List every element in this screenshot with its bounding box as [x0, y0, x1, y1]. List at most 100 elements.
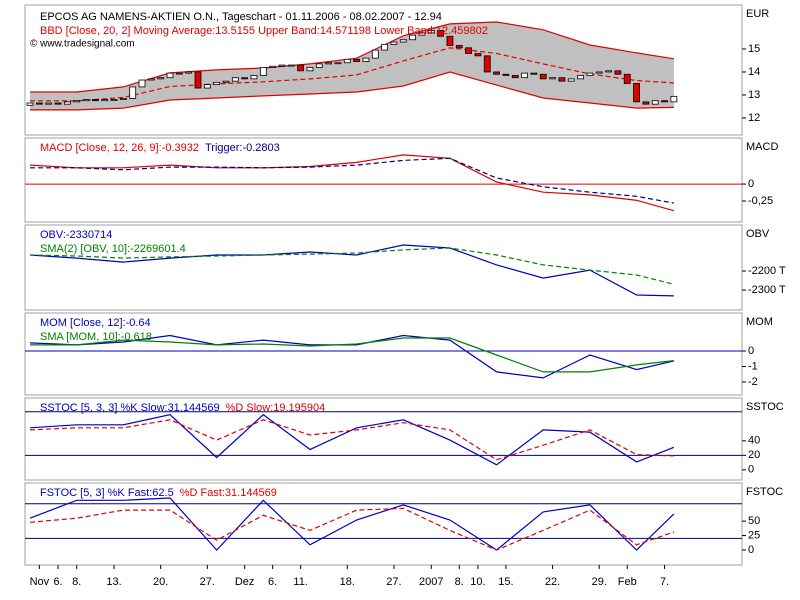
candle: [297, 64, 305, 72]
candle: [194, 71, 202, 89]
candle: [595, 71, 603, 74]
candle: [549, 77, 556, 80]
candle: [213, 81, 221, 86]
x-tick-label: Feb: [618, 576, 637, 588]
candle: [381, 43, 389, 51]
x-tick-label: 20.: [153, 576, 168, 588]
candle: [399, 39, 407, 43]
x-tick-label: 11.: [293, 576, 307, 588]
candle: [45, 102, 53, 105]
candle: [586, 72, 594, 76]
y-tick-label: 20: [748, 449, 760, 461]
indicator-line: [29, 247, 675, 285]
candle: [409, 34, 417, 41]
x-tick-label: 27.: [386, 576, 401, 588]
x-tick-label: 18.: [340, 576, 355, 588]
y-tick-label: 0: [748, 544, 754, 556]
candle: [362, 57, 370, 63]
candle: [493, 71, 500, 75]
y-tick-label: 50: [748, 515, 760, 527]
axis-label: EUR: [746, 8, 769, 20]
legend-entry: SMA [MOM, 10]:-0.618: [40, 331, 152, 343]
axis-label: SSTOC: [746, 401, 784, 413]
indicator-line: [29, 419, 674, 461]
x-tick-label: 22.: [545, 576, 560, 588]
y-tick-label: -2: [748, 376, 758, 388]
candle: [82, 99, 90, 102]
candle: [623, 73, 631, 84]
candle: [222, 80, 230, 83]
band-area: [30, 22, 674, 110]
x-tick-label: 6.: [268, 576, 277, 588]
panel: [24, 482, 743, 566]
chart-subtitle: BBD [Close, 20, 2] Moving Average:13.515…: [40, 25, 488, 37]
y-tick-label: -0,25: [748, 195, 773, 207]
candle: [605, 70, 612, 73]
candle: [511, 75, 519, 79]
candle: [651, 100, 659, 105]
candle: [35, 102, 43, 105]
legend-entry: FSTOC [5, 3] %K Fast:62.5: [40, 487, 174, 499]
candle: [558, 77, 566, 82]
x-tick-label: 8.: [72, 576, 81, 588]
band-line: [30, 47, 674, 102]
candle: [91, 99, 99, 102]
candle: [455, 45, 463, 49]
y-tick-label: 0: [748, 345, 754, 357]
legend-entry: %D Slow:19.195904: [226, 402, 326, 414]
y-tick-label: 25: [748, 529, 760, 541]
y-tick-label: 12: [748, 112, 760, 124]
candle: [203, 84, 211, 89]
legend-entry: MOM [Close, 12]:-0.64: [40, 317, 151, 329]
y-tick-label: -2200 T: [748, 265, 786, 277]
x-tick-label: 2007: [419, 576, 443, 588]
candle: [287, 64, 295, 67]
candle: [661, 100, 668, 103]
candle: [157, 77, 165, 80]
candle: [138, 79, 146, 88]
x-tick-label: 6.: [53, 576, 62, 588]
x-tick-label: Dez: [235, 576, 255, 588]
x-tick-label: 27.: [200, 576, 215, 588]
panel: [24, 224, 743, 311]
candle: [231, 77, 239, 82]
y-tick-label: 14: [748, 66, 760, 78]
x-tick-label: Nov: [30, 576, 50, 588]
axis-label: FSTOC: [746, 486, 783, 498]
candle: [259, 66, 267, 76]
candle: [110, 99, 118, 101]
candle: [306, 66, 314, 72]
candle: [147, 78, 155, 81]
candle: [278, 64, 286, 67]
x-tick-label: 29.: [592, 576, 607, 588]
candle: [166, 72, 174, 79]
candle: [427, 30, 435, 34]
candle: [670, 95, 678, 103]
indicator-line: [29, 334, 675, 379]
candle: [539, 73, 547, 80]
candle: [26, 102, 34, 106]
legend-entry: Trigger:-0.2803: [205, 142, 280, 154]
axis-label: MACD: [746, 141, 778, 153]
candle: [353, 58, 361, 63]
x-tick-label: 15.: [498, 576, 513, 588]
indicator-line: [29, 244, 674, 297]
indicator-line: [29, 497, 675, 551]
legend-entry: OBV:-2330714: [40, 229, 112, 241]
candle: [483, 55, 491, 73]
candle: [334, 62, 342, 65]
candle: [343, 58, 351, 64]
candle: [642, 101, 650, 105]
legend-entry: MACD [Close, 12, 26, 9]:-0.3932: [40, 142, 199, 154]
source: © www.tradesignal.com: [30, 39, 135, 50]
candle: [315, 63, 323, 68]
y-tick-label: 40: [748, 435, 760, 447]
candle: [269, 65, 277, 68]
candle: [446, 35, 454, 46]
chart-title: EPCOS AG NAMENS-AKTIEN O.N., Tageschart …: [40, 11, 442, 23]
panel: [24, 137, 743, 223]
indicator-line: [30, 157, 675, 204]
legend-entry: SSTOC [5, 3, 3] %K Slow:31.144569: [40, 402, 220, 414]
candle: [633, 83, 640, 103]
